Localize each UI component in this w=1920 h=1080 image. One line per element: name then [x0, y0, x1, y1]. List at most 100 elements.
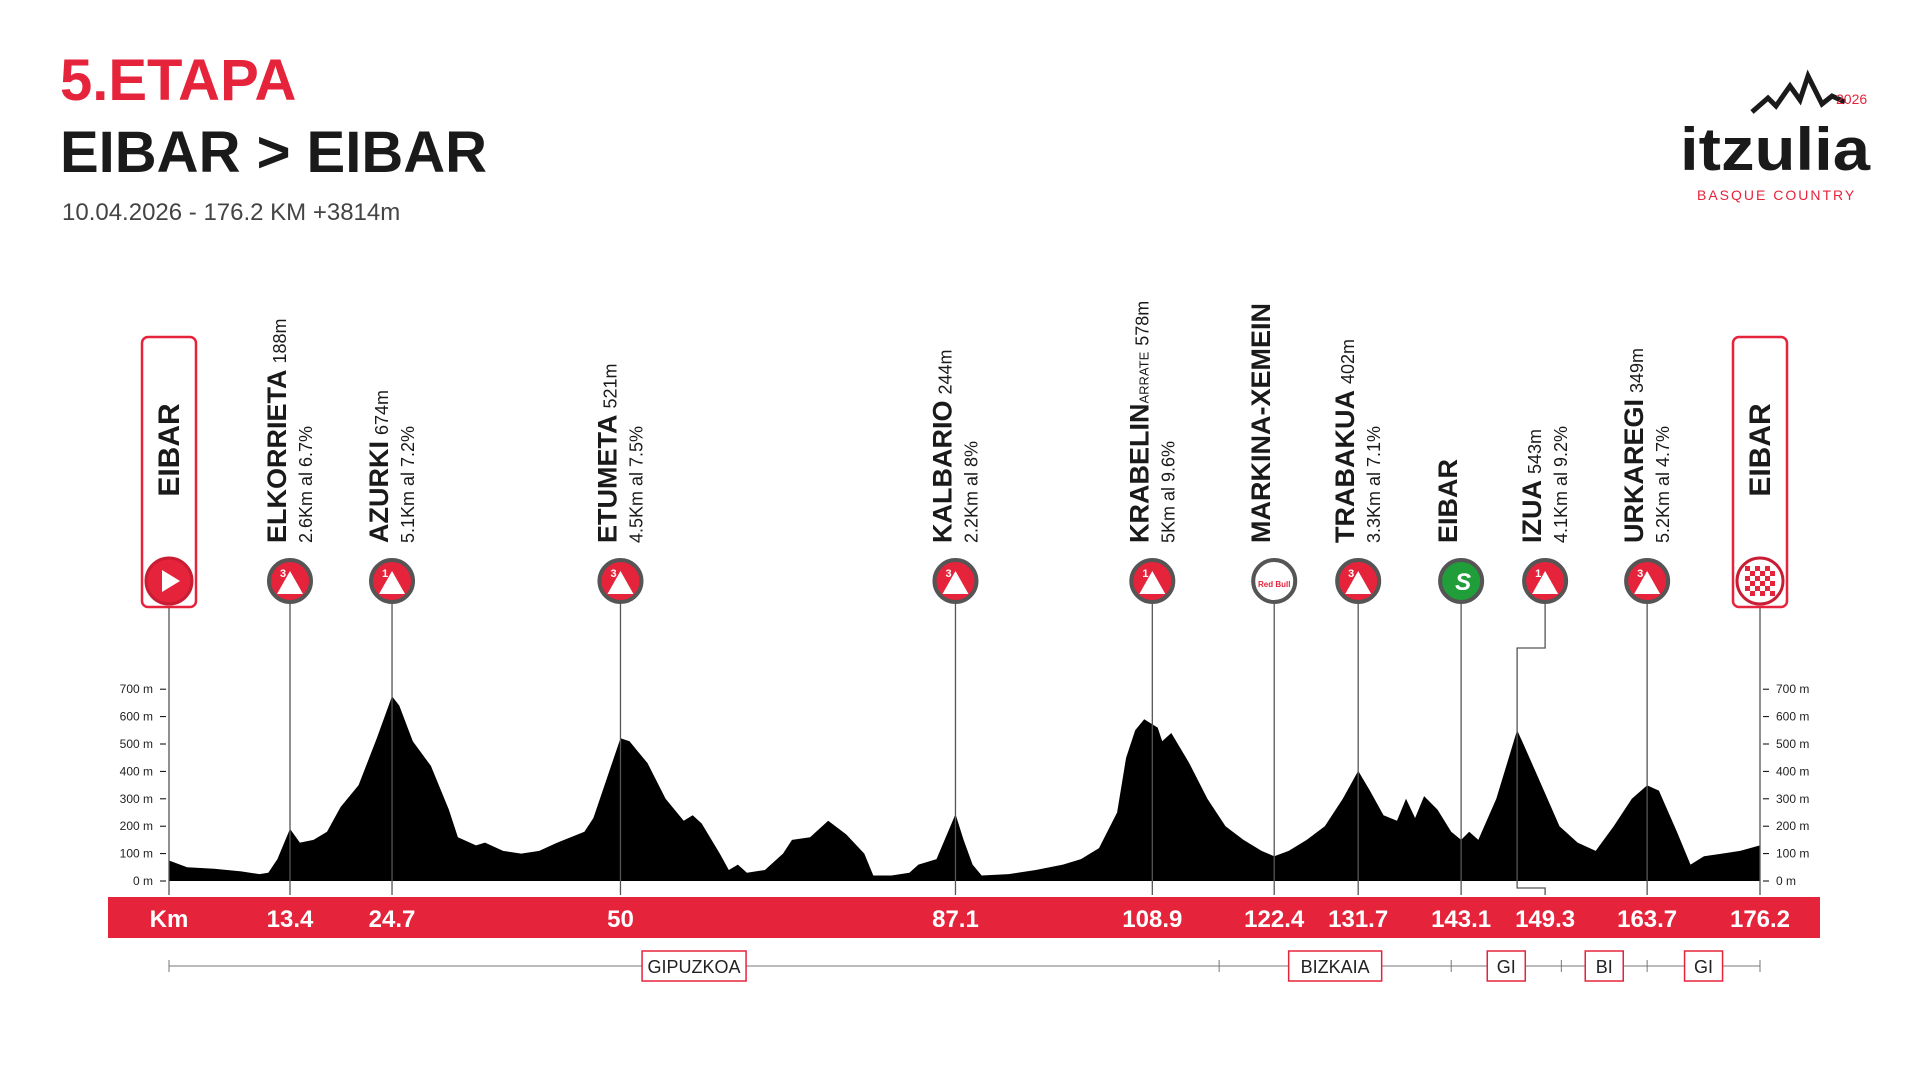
- checker-square: [1755, 576, 1760, 581]
- y-tick-label-left: 500 m: [120, 737, 153, 751]
- region-box: [1486, 950, 1527, 982]
- point-name: EIBAR: [1433, 459, 1463, 543]
- region-box: [1287, 950, 1383, 982]
- y-tick-label-right: 600 m: [1776, 710, 1809, 724]
- km-label: 87.1: [932, 906, 979, 933]
- stage-number: 5.ETAPA: [60, 48, 296, 113]
- km-label: 24.7: [369, 906, 416, 933]
- point-name: ELKORRIETA 188m: [262, 318, 292, 543]
- point-detail: 5.1Km al 7.2%: [398, 426, 418, 543]
- y-tick-label-left: 0 m: [133, 874, 153, 888]
- itzulia-logo: 2026 itzulia BASQUE COUNTRY: [1680, 69, 1871, 203]
- logo-mountains: [1750, 69, 1847, 114]
- km-label: 122.4: [1244, 906, 1305, 933]
- sprint-icon: [1438, 558, 1485, 604]
- y-tick-label-right: 400 m: [1776, 764, 1809, 778]
- point-altitude: 674m: [372, 390, 392, 435]
- point-detail: 5Km al 9.6%: [1158, 441, 1178, 543]
- checker-square: [1750, 571, 1755, 576]
- route-point-climb: 24.7 1 AZURKI 674m 5.1Km al 7.2%: [364, 390, 418, 933]
- point-name: URKAREGI 349m: [1619, 348, 1649, 543]
- point-name: IZUA 543m: [1517, 429, 1547, 543]
- redbull-badge-text: Red Bull: [1258, 580, 1290, 589]
- point-altitude: 521m: [600, 363, 620, 408]
- category-number: 3: [1348, 568, 1354, 580]
- start-box: [140, 335, 198, 609]
- point-name: MARKINA-XEMEIN: [1246, 303, 1276, 543]
- mountain-icon: [379, 571, 406, 594]
- point-name: KALBARIO 244m: [927, 349, 957, 543]
- km-label: 176.2: [1730, 906, 1790, 933]
- point-detail: 2.6Km al 6.7%: [296, 426, 316, 543]
- category-number: 3: [610, 568, 616, 580]
- y-tick-label-left: 400 m: [120, 764, 153, 778]
- chart-area: 0 m 0 m 100 m 100 m 200 m 200 m 300 m 300 m 400 …: [108, 301, 1820, 982]
- point-label: URKAREGI 349m 5.2Km al 4.7%: [1619, 348, 1673, 543]
- y-tick-label-right: 700 m: [1776, 682, 1809, 696]
- checker-square: [1745, 586, 1750, 591]
- km-label: 50: [607, 906, 634, 933]
- mountain-icon: [1345, 571, 1372, 594]
- region-label: GIPUZKOA: [648, 957, 741, 977]
- finish-box: [1731, 335, 1789, 609]
- checker-square: [1770, 571, 1775, 576]
- y-tick-label-right: 0 m: [1776, 874, 1796, 888]
- logo-year: 2026: [1836, 91, 1867, 107]
- mountain-icon: [1139, 571, 1166, 594]
- checker-square: [1765, 566, 1770, 571]
- point-altitude: 349m: [1627, 348, 1647, 393]
- elevation-profile: [169, 696, 1760, 881]
- route-point-start: EIBAR: [140, 335, 198, 895]
- marker-line: [1516, 581, 1546, 895]
- point-altitude: 188m: [270, 318, 290, 363]
- point-name-text: KALBARIO: [927, 401, 957, 544]
- km-axis-label: Km: [150, 906, 189, 933]
- point-name: TRABAKUA 402m: [1330, 339, 1360, 543]
- checker-square: [1770, 591, 1775, 596]
- checker-square: [1745, 576, 1750, 581]
- point-name-text: IZUA: [1517, 480, 1547, 543]
- category-number: 1: [382, 568, 388, 580]
- point-name-text: EIBAR: [1433, 459, 1463, 543]
- y-tick-label-right: 300 m: [1776, 792, 1809, 806]
- point-label: AZURKI 674m 5.1Km al 7.2%: [364, 390, 418, 543]
- route-point-climb: 87.1 3 KALBARIO 244m 2.2Km al 8%: [927, 349, 981, 933]
- checker-square: [1755, 586, 1760, 591]
- y-tick-label-right: 100 m: [1776, 847, 1809, 861]
- category-number: 3: [280, 568, 286, 580]
- region-box: [1584, 950, 1624, 982]
- y-tick-label-left: 100 m: [120, 847, 153, 861]
- route-point-finish: 176.2 EIBAR: [1730, 335, 1790, 933]
- logo-tagline: BASQUE COUNTRY: [1697, 187, 1856, 203]
- point-label: KRABELINARRATE 578m 5Km al 9.6%: [1124, 301, 1178, 543]
- region-box: [641, 950, 747, 982]
- point-altitude: 244m: [935, 349, 955, 394]
- point-name-text: AZURKI: [364, 441, 394, 543]
- stage-route: EIBAR > EIBAR: [60, 120, 487, 185]
- y-tick-label-left: 300 m: [120, 792, 153, 806]
- point-label: EIBAR: [1433, 459, 1463, 543]
- route-point-redbull: 122.4 Red Bull MARKINA-XEMEIN: [1244, 303, 1305, 933]
- mountain-icon: [607, 571, 634, 594]
- point-label: TRABAKUA 402m 3.3Km al 7.1%: [1330, 339, 1384, 543]
- region-label: GI: [1497, 957, 1516, 977]
- redbull-icon: [1251, 558, 1298, 604]
- km-bar: [108, 897, 1820, 938]
- checker-square: [1765, 576, 1770, 581]
- point-label: ELKORRIETA 188m 2.6Km al 6.7%: [262, 318, 316, 543]
- checker-square: [1760, 581, 1765, 586]
- point-altitude: 402m: [1338, 339, 1358, 384]
- point-name-text: MARKINA-XEMEIN: [1246, 303, 1276, 543]
- region-box: [1683, 950, 1724, 982]
- point-label: IZUA 543m 4.1Km al 9.2%: [1517, 426, 1571, 543]
- km-label: 13.4: [267, 906, 314, 933]
- route-point-climb: 131.7 3 TRABAKUA 402m 3.3Km al 7.1%: [1328, 339, 1388, 933]
- route-point-climb: 108.9 1 KRABELINARRATE 578m 5Km al 9.6%: [1122, 301, 1182, 933]
- point-name-text: ELKORRIETA: [262, 370, 292, 544]
- point-name-text: URKAREGI: [1619, 399, 1649, 543]
- play-icon: [162, 570, 180, 592]
- point-label: KALBARIO 244m 2.2Km al 8%: [927, 349, 981, 543]
- mountain-icon: [942, 571, 969, 594]
- point-detail: 4.5Km al 7.5%: [626, 426, 646, 543]
